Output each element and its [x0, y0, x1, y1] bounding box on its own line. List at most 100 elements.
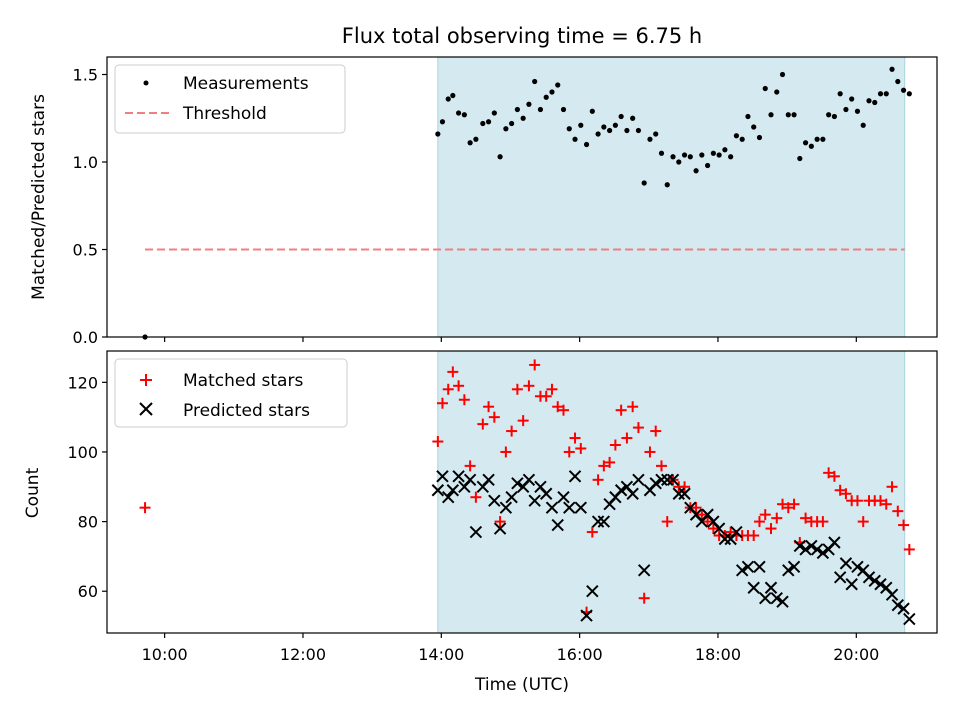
- predicted-star-point: [574, 501, 587, 514]
- predicted-star-point: [799, 543, 812, 556]
- x-axis-label: Time (UTC): [474, 675, 569, 695]
- matched-star-point: [725, 526, 737, 538]
- measurement-point: [455, 110, 462, 116]
- predicted-star-point: [747, 581, 760, 594]
- predicted-star-point: [816, 546, 830, 560]
- top-legend-box: [114, 64, 346, 134]
- measurement-point: [467, 140, 473, 146]
- matched-star-point: [621, 432, 633, 444]
- predicted-star-point: [568, 470, 582, 483]
- measurement-point: [768, 112, 774, 118]
- matched-star-point: [650, 425, 662, 437]
- matched-star-point: [592, 474, 604, 486]
- predicted-star-point: [469, 525, 483, 539]
- predicted-star-point: [545, 501, 559, 514]
- measurement-point: [485, 119, 492, 125]
- matched-star-point: [453, 380, 465, 392]
- predicted-star-point: [793, 539, 807, 553]
- matched-star-point: [558, 404, 569, 416]
- matched-star-point: [511, 383, 523, 395]
- measurement-point: [560, 106, 567, 113]
- measurement-point: [583, 141, 590, 148]
- predicted-star-point: [897, 602, 910, 615]
- predicted-star-point: [868, 574, 881, 587]
- measurement-point: [808, 143, 814, 149]
- measurement-point: [435, 131, 441, 137]
- predicted-star-point: [782, 564, 795, 577]
- matched-star-point: [702, 516, 714, 528]
- predicted-star-point: [730, 525, 743, 539]
- predicted-star-point: [511, 477, 524, 490]
- predicted-star-point: [770, 591, 783, 605]
- measurement-point: [439, 119, 446, 125]
- measurement-point: [497, 154, 503, 160]
- bottom-x-ticks: 10:00 12:00 14:00 16:00 18:00 20:00: [142, 633, 879, 664]
- measurement-point: [849, 96, 855, 102]
- measurement-point: [461, 112, 467, 118]
- measurement-point: [791, 112, 797, 118]
- predicted-star-point: [442, 491, 455, 504]
- measurement-point: [733, 133, 740, 139]
- measurement-point: [728, 154, 734, 160]
- measurement-point: [555, 82, 561, 88]
- measurement-point: [647, 136, 653, 142]
- matched-star-point: [517, 415, 529, 427]
- predicted-star-point: [505, 491, 518, 504]
- measurement-point: [526, 101, 532, 107]
- measurement-point: [578, 122, 584, 128]
- bottom-y-ticks: 60 80 100 120: [67, 373, 107, 601]
- x-tick-label: 14:00: [418, 645, 464, 664]
- predicted-star-point: [678, 487, 691, 500]
- predicted-star-point: [851, 560, 864, 574]
- measurement-point: [450, 92, 456, 99]
- measurement-point: [624, 127, 630, 134]
- matched-star-point: [442, 383, 454, 395]
- x-tick-label: 16:00: [557, 645, 603, 664]
- top-plot-frame: [106, 56, 938, 338]
- matched-star-point: [840, 488, 852, 500]
- matched-star-point: [494, 516, 506, 528]
- matched-star-point: [782, 502, 794, 514]
- measurement-point: [751, 124, 757, 130]
- measurement-point: [681, 152, 688, 158]
- measurement-point: [687, 154, 693, 160]
- matched-star-point: [540, 390, 552, 402]
- top-x-ticks: [164, 337, 857, 342]
- top-shade-rect: [437, 56, 906, 338]
- matched-star-point: [569, 432, 581, 444]
- matched-star-point: [800, 512, 812, 524]
- matched-star-point: [500, 446, 512, 458]
- predicted-star-point: [586, 585, 599, 598]
- predicted-star-point: [735, 564, 749, 577]
- matched-star-point: [488, 411, 500, 423]
- matched-star-point: [604, 456, 616, 468]
- top-legend: Measurements Threshold: [114, 64, 346, 134]
- matched-star-point: [788, 498, 800, 510]
- matched-star-point: [523, 380, 535, 392]
- matched-star-point: [777, 498, 789, 510]
- measurement-point: [814, 136, 820, 142]
- measurement-point: [601, 124, 607, 130]
- measurement-point: [445, 96, 451, 102]
- measurement-point: [503, 126, 509, 132]
- matched-star-point: [834, 484, 846, 496]
- measurement-point: [739, 136, 745, 142]
- matched-star-point: [586, 526, 598, 538]
- bottom-y-axis-label: Count: [23, 467, 43, 518]
- measurement-point: [837, 91, 843, 97]
- measurement-point: [676, 159, 682, 165]
- measurement-point: [670, 154, 676, 160]
- matched-star-point: [632, 422, 644, 434]
- predicted-star-point: [753, 560, 766, 574]
- predicted-star-point: [551, 518, 564, 532]
- predicted-legend-marker: [139, 402, 153, 416]
- predicted-star-point: [563, 501, 576, 514]
- matched-star-point: [823, 467, 835, 479]
- bottom-y-tick-label: 80: [78, 513, 98, 532]
- predicted-star-point: [903, 612, 916, 626]
- measurement-point: [491, 110, 497, 116]
- matched-star-point: [679, 481, 691, 493]
- matched-star-point: [615, 404, 627, 416]
- measurement-point: [745, 113, 751, 120]
